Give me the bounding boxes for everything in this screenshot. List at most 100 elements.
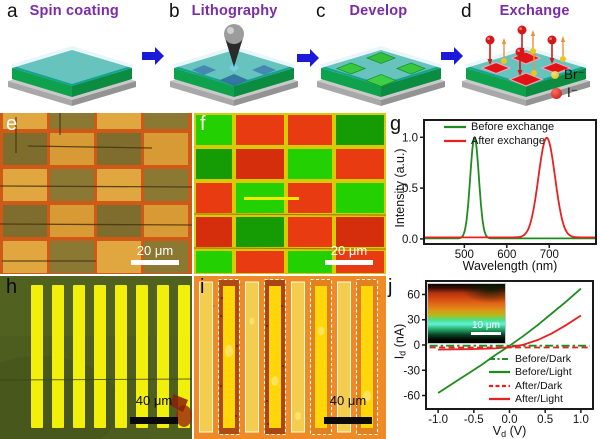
iodide-in-arrows (489, 34, 553, 71)
legend-label: Before/Light (515, 366, 572, 379)
panel-e-optical-micrograph: e 20 μm (0, 113, 192, 274)
panel-e-letter: e (6, 113, 18, 135)
svg-text:-30: -30 (403, 365, 420, 377)
svg-text:0: 0 (414, 340, 420, 352)
iodide-label: I⁻ (567, 85, 578, 100)
develop-schematic (317, 46, 445, 106)
scale-bar-line (130, 417, 178, 424)
bromide-ion-icon (551, 71, 559, 79)
svg-text:0.5: 0.5 (402, 183, 418, 195)
developed-squares (335, 52, 427, 87)
yellow-stripes (31, 285, 190, 428)
panel-b-letter: b (169, 1, 180, 22)
green-dashdot-swatch-icon (489, 357, 510, 360)
panel-d-header: d Exchange (456, 2, 598, 22)
legend-label: Before exchange (471, 121, 555, 133)
svg-text:0.0: 0.0 (402, 234, 418, 246)
panel-g-letter: g (390, 113, 402, 135)
panel-f-fluorescence-micrograph: f 20 μm (194, 113, 386, 274)
svg-text:1.0: 1.0 (402, 132, 418, 144)
legend-label: Before/Dark (515, 352, 572, 365)
iv-plot: -1.0 -0.5 0.0 0.5 1.0 -60 -30 0 30 60 (403, 280, 594, 426)
red-dashed-swatch-icon (489, 384, 510, 387)
green-line-swatch-icon (444, 125, 466, 129)
panel-a-letter: a (7, 1, 18, 22)
legend-before-light: Before/Light (488, 366, 572, 380)
svg-text:1.0: 1.0 (573, 414, 589, 426)
scale-bar: 20 μm (128, 243, 182, 265)
svg-text:-0.5: -0.5 (464, 414, 484, 426)
panel-g-pl-spectra-chart: 500 600 700 0.0 0.5 1.0 g Before exchange Aft… (388, 113, 600, 274)
svg-text:0.0: 0.0 (502, 414, 518, 426)
scale-bar-label: 20 μm (136, 243, 174, 258)
scale-bar-label: 20 μm (330, 243, 368, 258)
panel-h-stripe-micrograph: h 40 μm (0, 276, 192, 439)
bubble-spots (225, 317, 371, 420)
panel-b-lithography: b Lithography (164, 2, 306, 112)
scale-bar: 20 μm (322, 243, 376, 265)
crack-line (0, 378, 192, 381)
bromide-legend-row: Br⁻ (551, 66, 585, 84)
j-legend: Before/Dark Before/Light After/Dark Afte… (488, 352, 572, 406)
green-solid-swatch-icon (489, 371, 510, 374)
plain-stripes (199, 281, 351, 433)
scale-bar-line (324, 417, 372, 424)
g-y-axis-title: Intensity (a.u.) (393, 148, 407, 228)
bromide-spheres (501, 48, 566, 76)
scale-bar: 40 μm (126, 393, 182, 424)
j-x-axis-title: Vd (V) (492, 424, 527, 439)
panel-b-header: b Lithography (164, 2, 306, 22)
lithography-tip-icon (224, 24, 244, 72)
legend-before-exchange: Before exchange (443, 120, 554, 134)
legend-after-dark: After/Dark (488, 379, 572, 393)
legend-label: After exchange (471, 135, 545, 147)
panel-d-letter: d (461, 1, 472, 22)
substrate-slab (8, 46, 136, 106)
scale-bar-label: 40 μm (329, 393, 367, 408)
panel-i-letter: i (200, 276, 205, 298)
device-inset-image: 10 μm (427, 283, 506, 344)
scale-bar-line (325, 260, 373, 265)
ion-legend: Br⁻ I⁻ (551, 66, 585, 102)
panel-d-title: Exchange (499, 3, 570, 19)
legend-after-exchange: After exchange (443, 134, 554, 148)
lithography-schematic (170, 24, 298, 106)
electrode-optical-image (194, 276, 386, 439)
panel-i-electrode-micrograph: i 40 μm (194, 276, 386, 439)
iodide-spheres (485, 25, 557, 57)
pl-spectra-plot: 500 600 700 0.0 0.5 1.0 (402, 119, 597, 261)
svg-text:-60: -60 (403, 391, 420, 403)
checker-squares (3, 113, 188, 273)
inset-scale-bar: 10 μm (471, 320, 501, 335)
g-legend: Before exchange After exchange (443, 120, 554, 148)
streak-lines (194, 197, 386, 250)
legend-before-dark: Before/Dark (488, 352, 572, 366)
inset-scale-line (471, 332, 501, 335)
svg-text:-1.0: -1.0 (428, 414, 448, 426)
legend-label: After/Dark (515, 379, 563, 392)
bromide-out-arrows (503, 35, 564, 70)
svg-text:0.5: 0.5 (537, 414, 553, 426)
scale-bar: 40 μm (320, 393, 376, 424)
svg-text:60: 60 (407, 289, 420, 301)
g-x-axis-title: Wavelength (nm) (462, 259, 558, 273)
checkerboard-fluorescence-image (194, 113, 386, 274)
process-arrow-icon (142, 47, 164, 65)
crack-lines (0, 113, 192, 262)
process-arrow-icon (441, 47, 463, 65)
svg-text:500: 500 (455, 249, 474, 261)
spin-coating-schematic (8, 46, 136, 106)
panel-b-title: Lithography (191, 3, 278, 19)
panel-a-spin-coating: a Spin coating (2, 2, 144, 112)
panel-c-header: c Develop (311, 2, 453, 22)
red-defect-mark (171, 394, 188, 412)
ring-speckles (220, 297, 284, 425)
patterned-squares (192, 65, 276, 86)
panel-j-letter: j (388, 276, 393, 298)
svg-text:600: 600 (497, 249, 516, 261)
panel-j-iv-chart: -1.0 -0.5 0.0 0.5 1.0 -60 -30 0 30 60 10 μm j Bef… (388, 276, 600, 439)
panel-c-develop: c Develop (311, 2, 453, 112)
red-solid-swatch-icon (489, 398, 510, 401)
inset-scale-label: 10 μm (472, 320, 500, 331)
